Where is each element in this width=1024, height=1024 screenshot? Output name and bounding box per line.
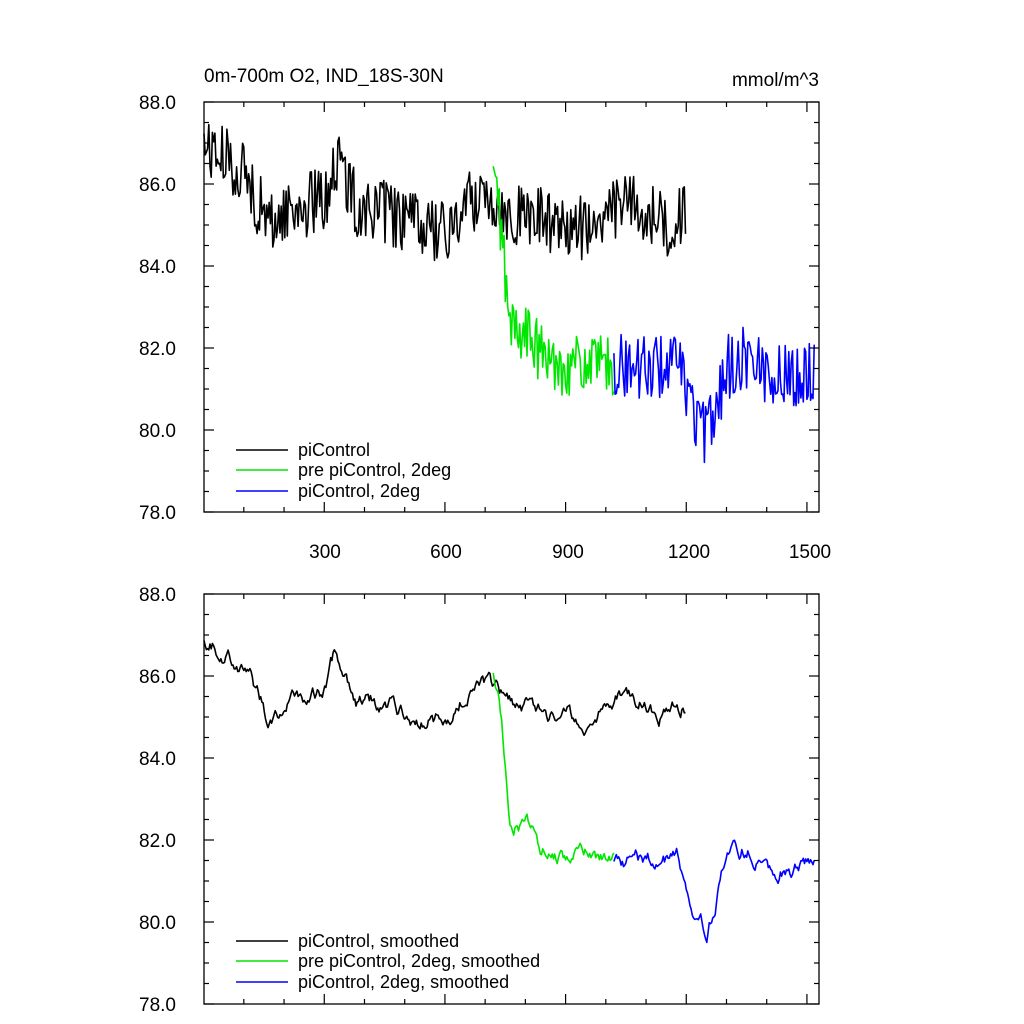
top-axis-ticks — [204, 101, 819, 513]
y-tick-label: 84.0 — [139, 257, 176, 278]
top-series-group — [203, 123, 815, 464]
y-tick-label: 78.0 — [139, 995, 176, 1016]
legend-label-pre-picontrol-2deg: pre piControl, 2deg — [298, 460, 451, 480]
x-tick-label: 300 — [309, 542, 341, 563]
y-tick-label: 86.0 — [139, 175, 176, 196]
top-legend: piControl pre piControl, 2deg piControl,… — [236, 440, 451, 501]
legend-label-picontrol-2deg: piControl, 2deg — [298, 481, 420, 501]
top-panel: 0m-700m O2, IND_18S-30N mmol/m^3 78.0 80… — [139, 66, 831, 563]
y-tick-label: 84.0 — [139, 749, 176, 770]
units-label: mmol/m^3 — [732, 70, 819, 91]
top-x-tick-labels: 300 600 900 1200 1500 — [309, 542, 831, 563]
legend-label-picontrol: piControl — [298, 440, 370, 460]
series-line-pre-picontrol-2deg — [492, 166, 615, 396]
bottom-axis-ticks — [204, 593, 819, 1005]
y-tick-label: 80.0 — [139, 913, 176, 934]
y-tick-label: 82.0 — [139, 831, 176, 852]
legend-label-picontrol-2deg-smoothed: piControl, 2deg, smoothed — [298, 972, 509, 992]
x-tick-label: 1200 — [668, 542, 710, 563]
bottom-panel: 78.0 80.0 82.0 84.0 86.0 88.0 piControl,… — [139, 585, 820, 1016]
chart-title: 0m-700m O2, IND_18S-30N — [204, 66, 444, 87]
x-tick-label: 1500 — [789, 542, 831, 563]
y-tick-label: 80.0 — [139, 421, 176, 442]
bottom-legend: piControl, smoothed pre piControl, 2deg,… — [236, 931, 540, 992]
bottom-series-group — [203, 640, 815, 944]
y-tick-label: 78.0 — [139, 503, 176, 524]
y-tick-label: 82.0 — [139, 339, 176, 360]
series-line-picontrol-smoothed — [203, 640, 686, 737]
top-y-tick-labels: 78.0 80.0 82.0 84.0 86.0 88.0 — [139, 93, 176, 524]
x-tick-label: 600 — [430, 542, 462, 563]
y-tick-label: 88.0 — [139, 585, 176, 606]
series-line-picontrol-2deg-smoothed — [613, 839, 815, 944]
bottom-y-tick-labels: 78.0 80.0 82.0 84.0 86.0 88.0 — [139, 585, 176, 1016]
y-tick-label: 86.0 — [139, 667, 176, 688]
bottom-plot-frame — [203, 593, 820, 1005]
series-line-picontrol — [203, 123, 687, 262]
y-tick-label: 88.0 — [139, 93, 176, 114]
x-tick-label: 900 — [552, 542, 584, 563]
top-plot-frame — [203, 101, 820, 513]
legend-label-pre-picontrol-2deg-smoothed: pre piControl, 2deg, smoothed — [298, 951, 540, 971]
legend-label-picontrol-smoothed: piControl, smoothed — [298, 931, 459, 951]
series-line-picontrol-2deg — [613, 326, 815, 464]
series-line-pre-picontrol-2deg-smoothed — [492, 672, 615, 865]
